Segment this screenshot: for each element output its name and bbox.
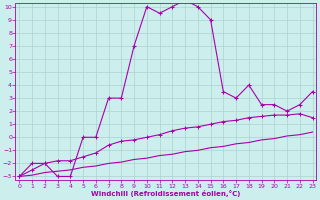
X-axis label: Windchill (Refroidissement éolien,°C): Windchill (Refroidissement éolien,°C) [91, 190, 241, 197]
